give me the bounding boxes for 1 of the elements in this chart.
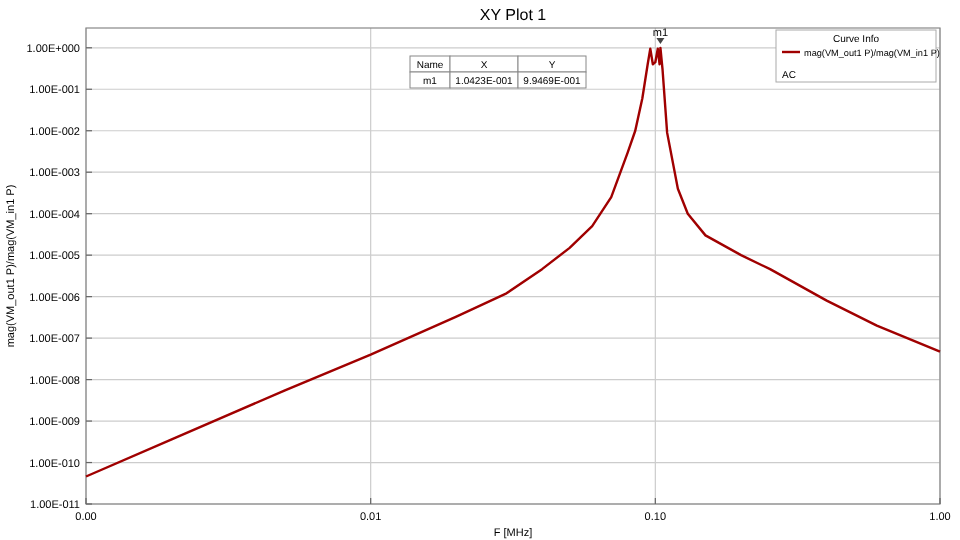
chart-title: XY Plot 1: [479, 6, 548, 24]
